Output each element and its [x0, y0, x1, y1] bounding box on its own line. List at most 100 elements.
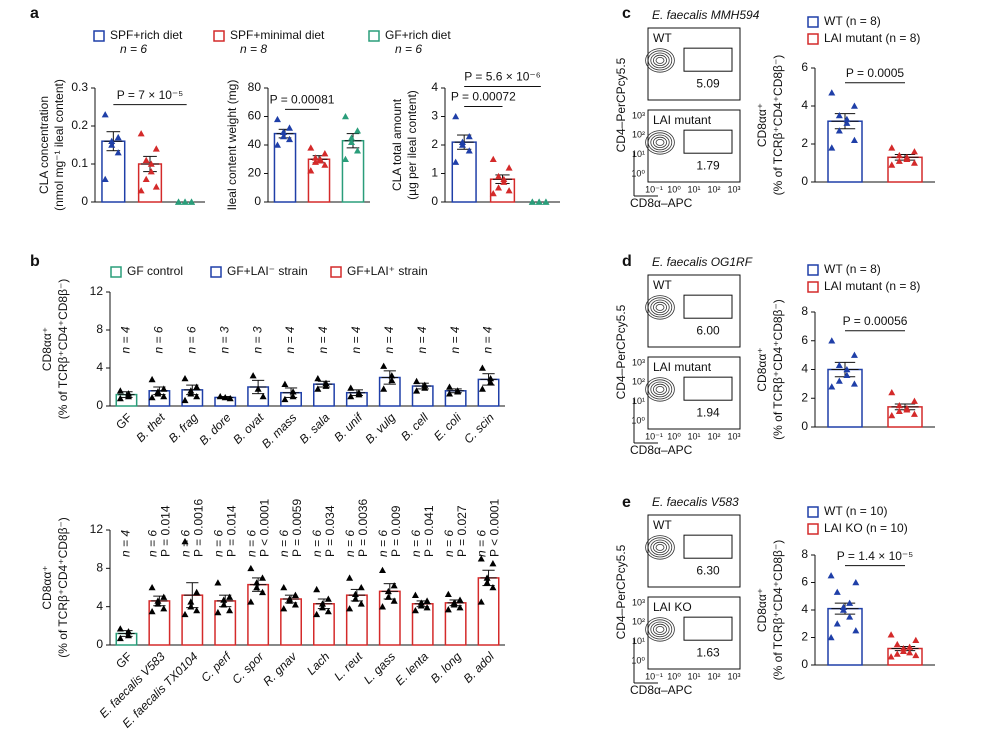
x-tick-label: B. cell [398, 410, 431, 443]
data-point [193, 383, 201, 390]
data-point [226, 607, 234, 614]
y-tick-label: 0 [801, 657, 808, 671]
n-label: n = 4 [481, 326, 495, 353]
data-point [452, 113, 460, 120]
y-tick-label: 20 [248, 166, 262, 180]
x-tick-label: E. lenta [392, 649, 431, 688]
flow-x-tick: 10⁰ [667, 431, 681, 441]
data-point [108, 137, 116, 144]
data-point [280, 605, 288, 612]
data-point [910, 148, 918, 155]
data-point [417, 602, 425, 609]
flow-contour [647, 297, 673, 318]
data-point [281, 395, 289, 403]
flow-contour [645, 130, 675, 155]
n-label: n = 6 [376, 530, 390, 557]
data-point [116, 387, 124, 394]
data-point [456, 596, 464, 603]
data-point [357, 584, 365, 591]
data-point [903, 406, 911, 413]
data-point [124, 628, 132, 635]
y-tick-label: 4 [801, 98, 808, 112]
data-point [828, 89, 836, 96]
data-point [477, 555, 485, 562]
y-tick-label: 4 [96, 599, 103, 613]
data-point [341, 155, 349, 163]
flow-contour [653, 623, 668, 636]
data-point [895, 407, 903, 414]
data-point [895, 151, 903, 159]
n-label: n = 6 [146, 530, 160, 557]
x-tick-label: B. sala [296, 410, 332, 446]
legend-swatch [807, 264, 819, 276]
data-point [148, 584, 156, 591]
data-point [833, 588, 841, 595]
y-tick-label: 4 [801, 362, 808, 376]
bar [148, 600, 171, 646]
legend-swatch [807, 523, 819, 535]
data-point [101, 111, 109, 118]
comparison-label: P = 0.00072 [451, 90, 516, 104]
data-point [893, 650, 901, 657]
flow-contour [653, 541, 668, 554]
flow-contour [647, 132, 673, 153]
x-tick-label: GF [113, 649, 135, 671]
data-point [314, 374, 322, 382]
n-label: n = 4 [448, 326, 462, 353]
x-tick-label: B. dore [196, 410, 233, 447]
data-point [289, 393, 297, 400]
flow-y-tick: 10⁰ [631, 655, 645, 665]
n-label: n = 4 [119, 530, 133, 557]
data-point [477, 598, 485, 605]
data-point [495, 184, 503, 191]
flow-gate-value: 5.09 [696, 76, 720, 90]
x-tick-label: B. long [428, 649, 465, 686]
comparison-label: P = 0.0005 [846, 66, 904, 80]
n-label: n = 3 [217, 326, 231, 353]
y-axis-label: CD8αα⁺ [40, 565, 54, 609]
y-tick-label: 2 [801, 630, 808, 644]
y-tick-label: 8 [801, 304, 808, 318]
x-tick-label: B. thet [133, 410, 168, 445]
comparison-label: P = 1.4 × 10⁻⁵ [837, 549, 914, 563]
n-label: n = 4 [382, 326, 396, 353]
data-point [489, 155, 497, 163]
data-point [258, 574, 266, 581]
y-tick-label: 0 [96, 637, 103, 651]
data-point [193, 393, 201, 400]
n-label: n = 4 [316, 326, 330, 353]
comparison-label: P = 5.6 × 10⁻⁶ [464, 70, 541, 84]
y-axis-label: CLA total amount [390, 98, 404, 191]
data-point [355, 391, 363, 398]
data-point [384, 587, 392, 595]
data-point [347, 393, 355, 400]
data-point [181, 198, 189, 205]
bar [827, 607, 863, 666]
flow-plot-frame [647, 596, 741, 670]
bar [247, 583, 270, 646]
flow-contour [645, 377, 675, 402]
data-point [142, 175, 150, 182]
flow-x-tick: 10¹ [687, 184, 700, 194]
flow-x-label: CD8α–APC [630, 196, 693, 210]
y-axis-label: (% of TCRβ⁺CD4⁺CD8β⁻) [56, 517, 70, 658]
data-point [846, 613, 854, 620]
n-label: n = 6 [184, 326, 198, 353]
data-point [835, 361, 843, 368]
y-tick-label: 0 [96, 398, 103, 412]
data-point [452, 158, 460, 165]
flow-contour [655, 626, 665, 633]
data-point [258, 588, 266, 596]
data-point [214, 579, 222, 586]
data-point [319, 604, 327, 611]
bar [341, 139, 365, 203]
data-point [827, 572, 835, 579]
bar [451, 141, 477, 203]
data-point [181, 374, 189, 382]
data-point [220, 596, 228, 603]
data-point [321, 161, 329, 168]
data-point [910, 397, 918, 404]
flow-y-tick: 10² [632, 130, 645, 140]
panel-label: d [622, 253, 632, 270]
